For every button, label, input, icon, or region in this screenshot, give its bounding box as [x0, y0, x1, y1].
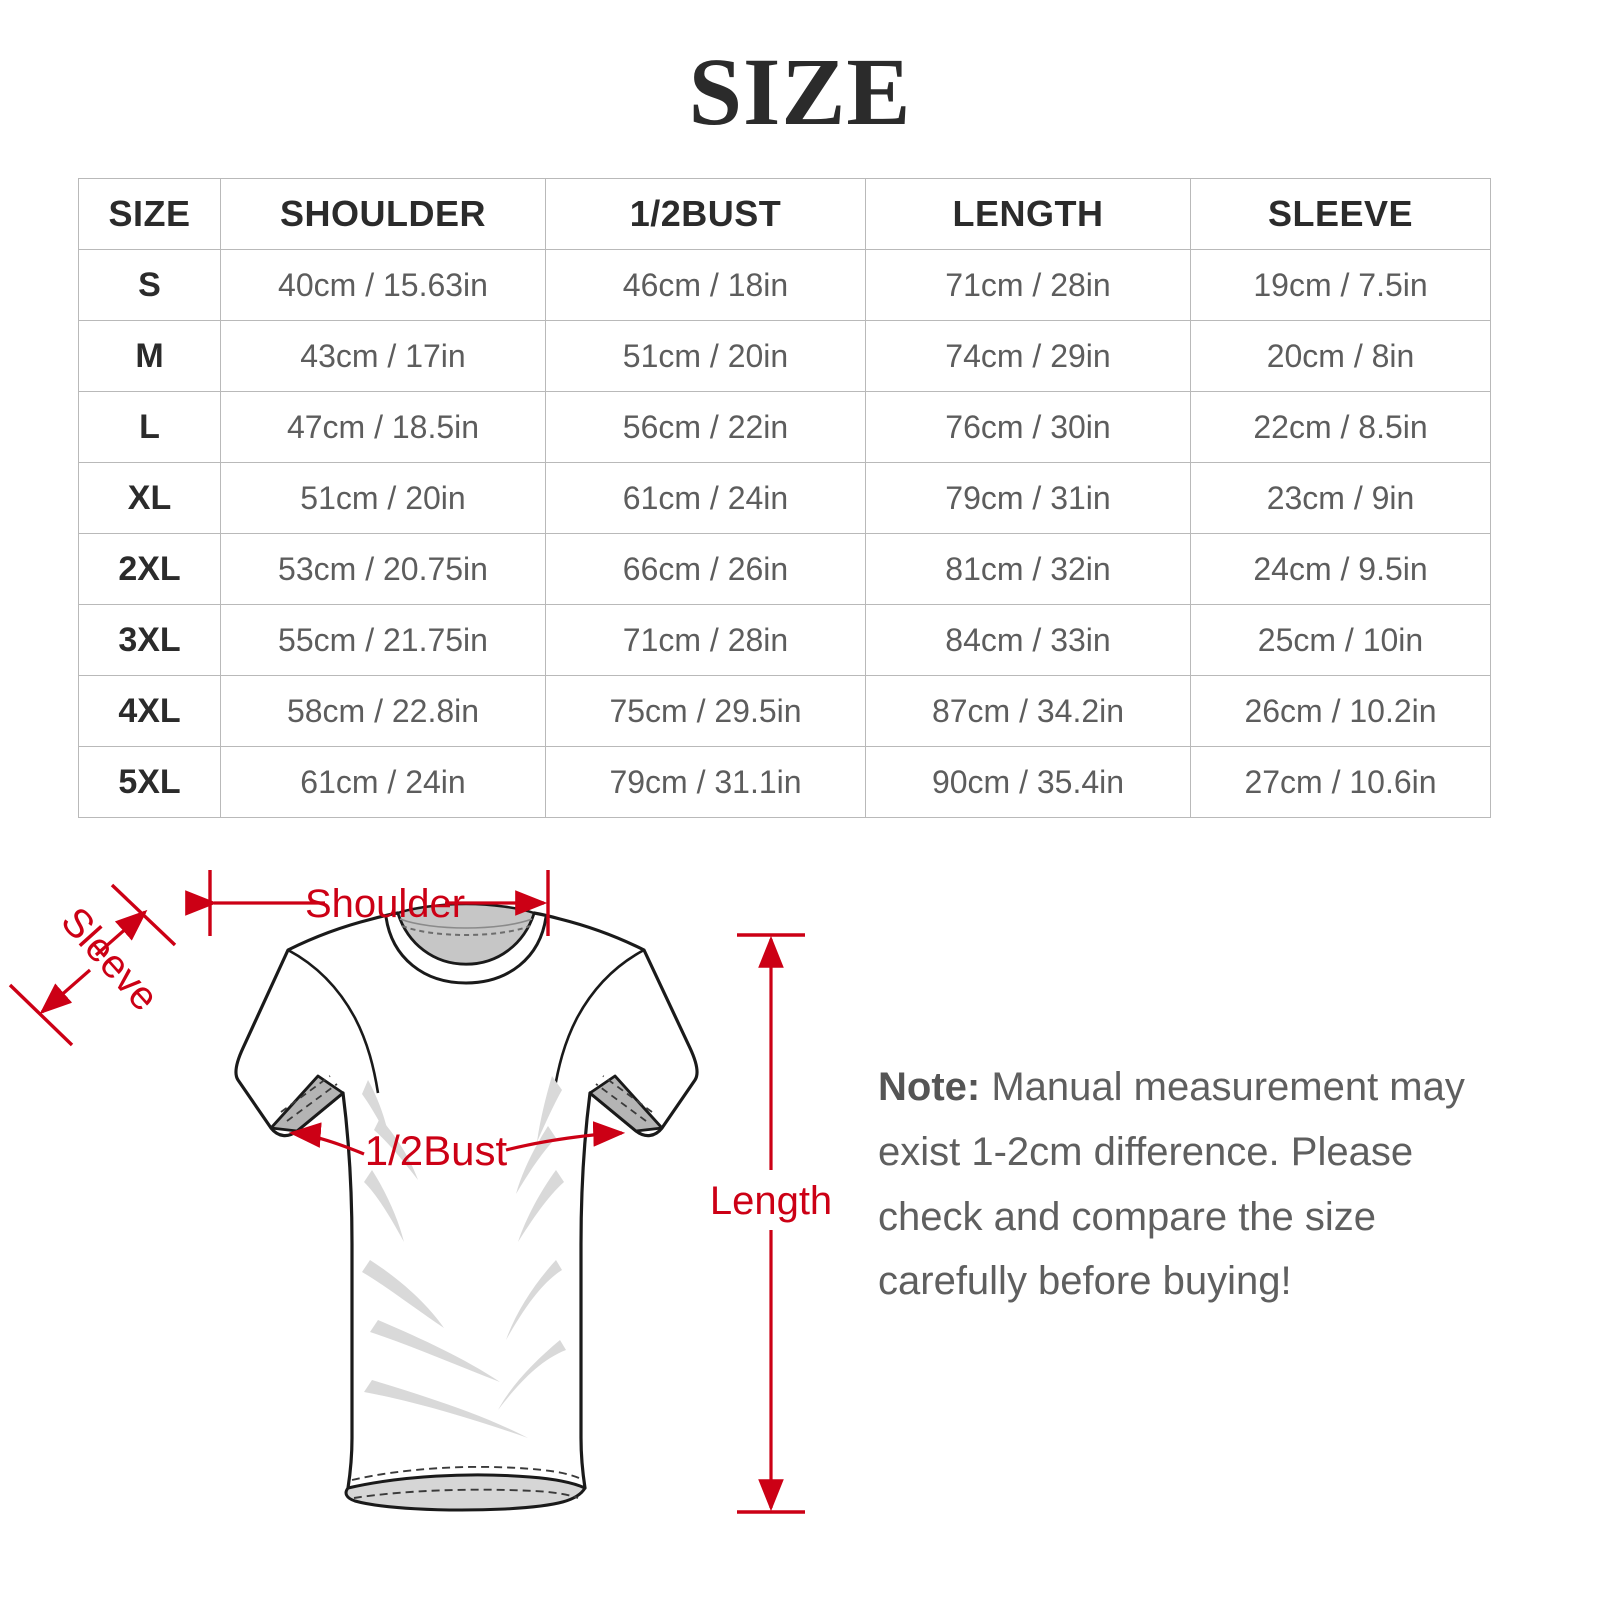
cell-shoulder: 61cm / 24in [220, 746, 546, 818]
table-row: 2XL 53cm / 20.75in 66cm / 26in 81cm / 32… [78, 533, 1491, 605]
shoulder-seam-left [287, 948, 380, 1094]
bust-dimension-annotation: 1/2Bust [288, 1121, 626, 1174]
cell-length: 87cm / 34.2in [865, 675, 1191, 747]
size-chart-table: SIZE SHOULDER 1/2BUST LENGTH SLEEVE S 40… [78, 178, 1491, 818]
sleeve-cuff-left [269, 1074, 345, 1133]
length-label: Length [710, 1179, 832, 1223]
cell-bust: 66cm / 26in [545, 533, 866, 605]
cell-bust: 71cm / 28in [545, 604, 866, 676]
cell-size: 5XL [78, 746, 221, 818]
cell-size: S [78, 249, 221, 321]
measurement-note: Note: Manual measurement may exist 1-2cm… [878, 1055, 1508, 1314]
cell-length: 90cm / 35.4in [865, 746, 1191, 818]
cell-size: L [78, 391, 221, 463]
table-header: SIZE SHOULDER 1/2BUST LENGTH SLEEVE [78, 178, 1491, 250]
column-header-length: LENGTH [865, 178, 1191, 250]
bust-arrow-right [505, 1121, 626, 1152]
cell-length: 84cm / 33in [865, 604, 1191, 676]
column-header-bust: 1/2BUST [545, 178, 866, 250]
table-row: S 40cm / 15.63in 46cm / 18in 71cm / 28in… [78, 249, 1491, 321]
cell-size: 4XL [78, 675, 221, 747]
shoulder-seam-right [552, 948, 645, 1094]
cell-sleeve: 23cm / 9in [1190, 462, 1491, 534]
sleeve-cuff-left-stitch [280, 1075, 331, 1113]
cell-size: 2XL [78, 533, 221, 605]
size-chart-table-container: SIZE SHOULDER 1/2BUST LENGTH SLEEVE S 40… [78, 178, 1491, 818]
sleeve-cuff-right-stitch [602, 1075, 653, 1113]
table-row: L 47cm / 18.5in 56cm / 22in 76cm / 30in … [78, 391, 1491, 463]
cell-bust: 61cm / 24in [545, 462, 866, 534]
column-header-sleeve: SLEEVE [1190, 178, 1491, 250]
cell-shoulder: 53cm / 20.75in [220, 533, 546, 605]
sleeve-tick-lower [8, 983, 74, 1047]
bottom-hem-stitch [351, 1465, 584, 1481]
sleeve-arrow-upper [94, 909, 148, 957]
cell-sleeve: 20cm / 8in [1190, 320, 1491, 392]
cell-sleeve: 19cm / 7.5in [1190, 249, 1491, 321]
shoulder-label: Shoulder [305, 882, 465, 926]
cell-bust: 46cm / 18in [545, 249, 866, 321]
tshirt-outline [234, 911, 699, 1490]
table-header-row: SIZE SHOULDER 1/2BUST LENGTH SLEEVE [78, 178, 1491, 250]
cell-shoulder: 55cm / 21.75in [220, 604, 546, 676]
cell-bust: 75cm / 29.5in [545, 675, 866, 747]
cell-sleeve: 24cm / 9.5in [1190, 533, 1491, 605]
cell-length: 76cm / 30in [865, 391, 1191, 463]
cell-sleeve: 22cm / 8.5in [1190, 391, 1491, 463]
fabric-fold-shading [362, 1076, 566, 1438]
length-dimension-annotation: Length [710, 933, 832, 1514]
bust-arrow-left [288, 1122, 365, 1156]
cell-shoulder: 58cm / 22.8in [220, 675, 546, 747]
table-row: M 43cm / 17in 51cm / 20in 74cm / 29in 20… [78, 320, 1491, 392]
page-title: SIZE [688, 38, 912, 145]
note-text: Manual measurement may exist 1-2cm diffe… [878, 1065, 1465, 1304]
cell-length: 71cm / 28in [865, 249, 1191, 321]
cell-length: 81cm / 32in [865, 533, 1191, 605]
cell-shoulder: 47cm / 18.5in [220, 391, 546, 463]
sleeve-label: Sleeve [52, 899, 167, 1019]
collar-band [384, 916, 548, 985]
cell-shoulder: 51cm / 20in [220, 462, 546, 534]
table-row: 4XL 58cm / 22.8in 75cm / 29.5in 87cm / 3… [78, 675, 1491, 747]
bust-label: 1/2Bust [365, 1127, 508, 1174]
collar-ribbing [401, 925, 531, 937]
table-body: S 40cm / 15.63in 46cm / 18in 71cm / 28in… [78, 249, 1491, 818]
tshirt-illustration [234, 902, 699, 1512]
sleeve-cuff-right [588, 1074, 664, 1133]
cell-sleeve: 27cm / 10.6in [1190, 746, 1491, 818]
shoulder-dimension-annotation: Shoulder [185, 870, 550, 936]
bottom-hem [344, 1473, 587, 1512]
table-row: 5XL 61cm / 24in 79cm / 31.1in 90cm / 35.… [78, 746, 1491, 818]
bottom-hem-stitch-2 [353, 1488, 579, 1499]
tshirt-measurement-diagram: Shoulder Sleeve 1/2Bust Length [0, 840, 860, 1580]
cell-shoulder: 40cm / 15.63in [220, 249, 546, 321]
sleeve-arrow-lower [39, 968, 92, 1015]
cell-size: XL [78, 462, 221, 534]
cell-sleeve: 25cm / 10in [1190, 604, 1491, 676]
sleeve-dimension-annotation: Sleeve [8, 883, 177, 1047]
sleeve-cuff-left-stitch-2 [286, 1083, 338, 1122]
table-row: XL 51cm / 20in 61cm / 24in 79cm / 31in 2… [78, 462, 1491, 534]
cell-bust: 51cm / 20in [545, 320, 866, 392]
cell-bust: 79cm / 31.1in [545, 746, 866, 818]
cell-size: 3XL [78, 604, 221, 676]
cell-size: M [78, 320, 221, 392]
cell-length: 74cm / 29in [865, 320, 1191, 392]
table-row: 3XL 55cm / 21.75in 71cm / 28in 84cm / 33… [78, 604, 1491, 676]
column-header-size: SIZE [78, 178, 221, 250]
cell-bust: 56cm / 22in [545, 391, 866, 463]
note-label: Note: [878, 1065, 981, 1109]
column-header-shoulder: SHOULDER [220, 178, 546, 250]
cell-sleeve: 26cm / 10.2in [1190, 675, 1491, 747]
cell-shoulder: 43cm / 17in [220, 320, 546, 392]
cell-length: 79cm / 31in [865, 462, 1191, 534]
collar-ribbing-2 [399, 918, 533, 929]
sleeve-cuff-right-stitch-2 [595, 1083, 647, 1122]
